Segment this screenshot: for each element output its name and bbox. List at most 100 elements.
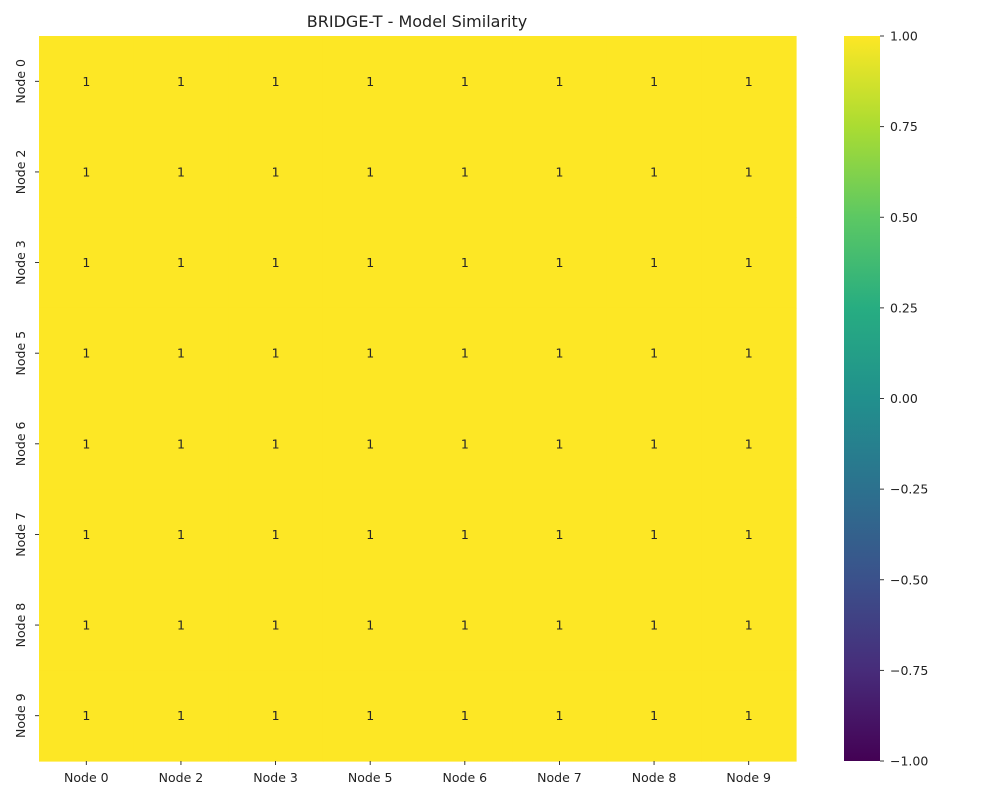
heatmap-cell bbox=[417, 217, 513, 309]
cell-value-label: 1 bbox=[366, 255, 374, 270]
y-tick-label: Node 2 bbox=[13, 150, 28, 195]
heatmap-cell bbox=[701, 579, 797, 671]
cell-value-label: 1 bbox=[82, 164, 90, 179]
cell-value-label: 1 bbox=[650, 346, 658, 361]
heatmap-cell bbox=[39, 126, 135, 218]
cell-value-label: 1 bbox=[461, 255, 469, 270]
cell-value-label: 1 bbox=[82, 436, 90, 451]
cell-value-label: 1 bbox=[745, 618, 753, 633]
heatmap-cell bbox=[228, 398, 324, 490]
heatmap-cell bbox=[39, 670, 135, 762]
cell-value-label: 1 bbox=[650, 527, 658, 542]
cell-value-label: 1 bbox=[272, 436, 280, 451]
heatmap-cell bbox=[701, 398, 797, 490]
heatmap-cell bbox=[417, 126, 513, 218]
cell-value-label: 1 bbox=[555, 436, 563, 451]
heatmap-cell bbox=[322, 217, 419, 309]
y-tick-label: Node 7 bbox=[13, 512, 28, 557]
cell-value-label: 1 bbox=[177, 346, 185, 361]
colorbar-tick-label: 0.50 bbox=[890, 210, 918, 225]
cell-value-label: 1 bbox=[461, 164, 469, 179]
cell-value-label: 1 bbox=[177, 527, 185, 542]
heatmap-cell bbox=[417, 36, 513, 128]
heatmap-cells bbox=[39, 36, 797, 762]
heatmap-cell bbox=[39, 217, 135, 309]
x-tick-label: Node 3 bbox=[253, 770, 298, 785]
cell-value-label: 1 bbox=[650, 436, 658, 451]
heatmap-cell bbox=[701, 307, 797, 400]
heatmap-cell bbox=[39, 307, 135, 400]
heatmap-cell bbox=[322, 307, 419, 400]
heatmap-cell bbox=[133, 307, 229, 400]
y-tick-label: Node 6 bbox=[13, 421, 28, 466]
cell-value-label: 1 bbox=[177, 164, 185, 179]
colorbar: 1.00 0.75 0.50 0.25 0.00 −0.25 −0.50 −0.75 −1.00 bbox=[844, 29, 928, 769]
y-tick-label: Node 9 bbox=[13, 693, 28, 738]
cell-value-label: 1 bbox=[555, 255, 563, 270]
cell-value-label: 1 bbox=[650, 74, 658, 89]
cell-value-label: 1 bbox=[366, 436, 374, 451]
heatmap-cell bbox=[606, 217, 702, 309]
cell-value-label: 1 bbox=[555, 527, 563, 542]
heatmap-cell bbox=[606, 126, 702, 218]
heatmap-cell bbox=[133, 579, 229, 671]
heatmap-cell bbox=[133, 670, 229, 762]
cell-value-label: 1 bbox=[745, 527, 753, 542]
heatmap-cell bbox=[228, 579, 324, 671]
heatmap-cell bbox=[512, 307, 608, 400]
heatmap-cell bbox=[606, 579, 702, 671]
cell-value-label: 1 bbox=[366, 164, 374, 179]
heatmap-cell bbox=[228, 307, 324, 400]
heatmap-cell bbox=[512, 217, 608, 309]
colorbar-tick-label: 1.00 bbox=[890, 29, 918, 44]
heatmap-cell bbox=[228, 36, 324, 128]
colorbar-tick-label: −0.25 bbox=[890, 482, 928, 497]
heatmap-cell bbox=[322, 670, 419, 762]
cell-value-label: 1 bbox=[272, 618, 280, 633]
y-tick-label: Node 3 bbox=[13, 240, 28, 285]
cell-value-label: 1 bbox=[461, 708, 469, 723]
chart-title: BRIDGE-T - Model Similarity bbox=[307, 12, 527, 31]
cell-value-label: 1 bbox=[366, 346, 374, 361]
heatmap-cell bbox=[701, 670, 797, 762]
heatmap-cell bbox=[39, 36, 135, 128]
cell-value-label: 1 bbox=[272, 164, 280, 179]
heatmap-cell bbox=[322, 126, 419, 218]
x-tick-label: Node 8 bbox=[632, 770, 677, 785]
heatmap-cell bbox=[133, 489, 229, 581]
cell-value-label: 1 bbox=[555, 74, 563, 89]
heatmap-cell bbox=[512, 489, 608, 581]
heatmap-cell bbox=[701, 126, 797, 218]
cell-value-label: 1 bbox=[82, 618, 90, 633]
heatmap-cell bbox=[417, 398, 513, 490]
cell-value-label: 1 bbox=[745, 346, 753, 361]
heatmap-cell bbox=[133, 398, 229, 490]
heatmap-cell bbox=[228, 217, 324, 309]
heatmap-cell bbox=[417, 670, 513, 762]
cell-value-label: 1 bbox=[745, 255, 753, 270]
cell-value-label: 1 bbox=[555, 618, 563, 633]
y-axis: Node 0 Node 2 Node 3 Node 5 Node 6 Node 7 Node… bbox=[13, 59, 39, 738]
heatmap-cell bbox=[417, 307, 513, 400]
x-tick-label: Node 0 bbox=[64, 770, 109, 785]
colorbar-tick-label: −1.00 bbox=[890, 754, 928, 769]
heatmap-cell bbox=[39, 489, 135, 581]
heatmap-cell bbox=[606, 489, 702, 581]
cell-value-label: 1 bbox=[555, 164, 563, 179]
heatmap-cell bbox=[133, 217, 229, 309]
colorbar-tick-label: 0.00 bbox=[890, 391, 918, 406]
cell-value-label: 1 bbox=[366, 527, 374, 542]
cell-value-label: 1 bbox=[461, 74, 469, 89]
colorbar-tick-label: −0.75 bbox=[890, 663, 928, 678]
heatmap-cell bbox=[606, 307, 702, 400]
heatmap-cell bbox=[228, 489, 324, 581]
cell-value-label: 1 bbox=[461, 346, 469, 361]
cell-value-label: 1 bbox=[82, 346, 90, 361]
heatmap-cell bbox=[606, 670, 702, 762]
cell-value-label: 1 bbox=[366, 708, 374, 723]
cell-value-label: 1 bbox=[650, 164, 658, 179]
cell-value-label: 1 bbox=[461, 618, 469, 633]
colorbar-tick-label: 0.75 bbox=[890, 119, 918, 134]
x-tick-label: Node 5 bbox=[348, 770, 393, 785]
cell-value-label: 1 bbox=[82, 255, 90, 270]
